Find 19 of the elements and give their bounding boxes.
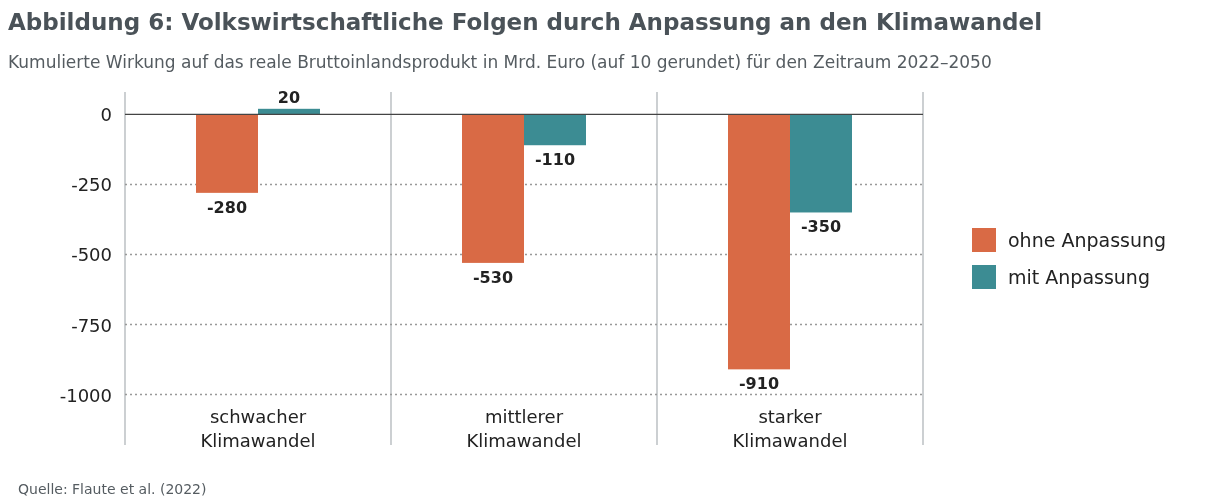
chart-subtitle: Kumulierte Wirkung auf das reale Bruttoinlandsprodukt in Mrd. Euro (auf 10 gerundet) für den Zeitraum 2022–2050 xyxy=(8,52,992,72)
y-tick-label: 0 xyxy=(100,104,112,126)
x-tick-label: starker Klimawandel xyxy=(732,405,848,451)
y-tick-label: -750 xyxy=(71,314,112,336)
legend-label: ohne Anpassung xyxy=(1008,229,1167,251)
data-label: -110 xyxy=(534,150,576,170)
x-tick-label: schwacher Klimawandel xyxy=(200,405,316,451)
y-tick-label: -250 xyxy=(71,174,112,196)
source-note: Quelle: Flaute et al. (2022) xyxy=(18,481,207,497)
x-tick-label: mittlerer Klimawandel xyxy=(466,405,582,451)
data-label: -530 xyxy=(472,267,514,287)
y-tick-label: -1000 xyxy=(59,384,112,406)
data-label: -350 xyxy=(800,217,842,237)
legend-label: mit Anpassung xyxy=(1008,266,1150,288)
data-label: 20 xyxy=(277,87,301,107)
y-tick-label: -500 xyxy=(71,244,112,266)
data-label: -910 xyxy=(738,374,780,394)
chart-title: Abbildung 6: Volkswirtschaftliche Folgen durch Anpassung an den Klimawandel xyxy=(8,9,1043,35)
data-label: -280 xyxy=(206,197,248,217)
